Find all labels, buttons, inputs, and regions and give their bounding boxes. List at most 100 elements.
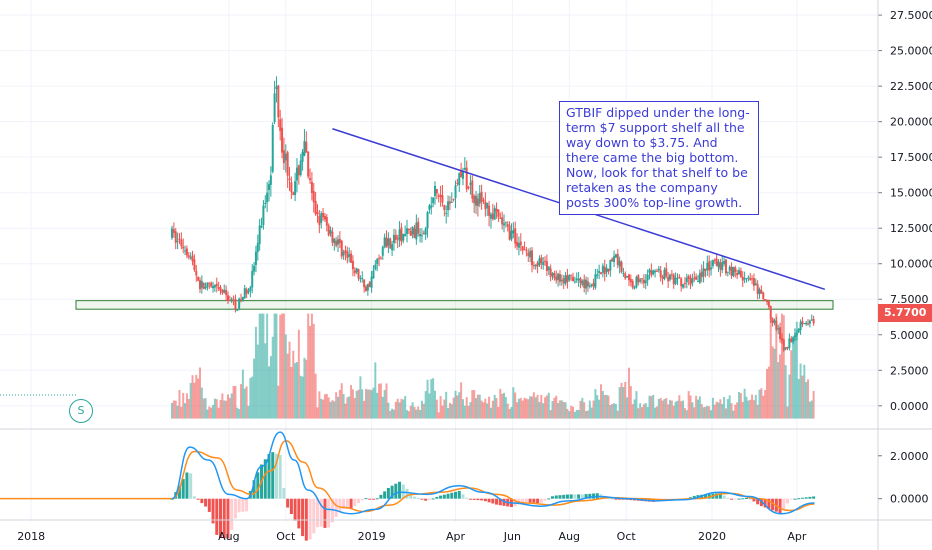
candle-body (355, 268, 358, 272)
candle-body (398, 229, 401, 241)
volume-bar (400, 398, 403, 419)
candle-body (594, 274, 597, 288)
candle-body (713, 259, 716, 261)
volume-bar (223, 400, 226, 419)
volume-bar (486, 403, 489, 419)
volume-bar (176, 405, 179, 419)
volume-bar (228, 398, 231, 419)
volume-bar (333, 401, 336, 419)
volume-bar (609, 405, 612, 419)
volume-bar (695, 395, 698, 419)
volume-bar (493, 394, 496, 419)
candle-body (618, 260, 621, 267)
y-tick-label: 10.0000 (890, 258, 932, 271)
candle-body (312, 191, 315, 203)
candle-body (476, 198, 479, 207)
volume-bar (342, 394, 345, 419)
volume-bar (669, 400, 672, 419)
candle-body (430, 205, 433, 208)
volume-bar (318, 391, 321, 419)
candle-body (544, 260, 547, 262)
volume-bar (590, 407, 593, 419)
macd-histogram-bar (256, 472, 260, 499)
candle-body (353, 270, 356, 274)
volume-bar (307, 313, 310, 419)
candle-body (655, 270, 658, 272)
macd-histogram-bar (483, 498, 487, 502)
volume-bar (366, 389, 369, 419)
x-tick-label: 2019 (358, 530, 386, 543)
candle-body (771, 318, 774, 323)
candle-body (676, 278, 679, 280)
macd-histogram-bar (808, 496, 812, 499)
volume-bar (536, 394, 539, 419)
candle-body (213, 285, 216, 288)
candle-body (644, 280, 647, 284)
macd-histogram-bar (551, 496, 555, 499)
volume-bar (598, 399, 601, 419)
volume-bar (749, 399, 752, 419)
macd-histogram-bar (789, 498, 793, 500)
candle-body (674, 277, 677, 284)
candle-body (793, 335, 796, 337)
volume-bar (635, 391, 638, 419)
candle-body (743, 278, 746, 280)
candle-body (555, 276, 558, 281)
macd-histogram-bar (800, 497, 804, 499)
macd-histogram-bar (748, 498, 752, 500)
volume-bar (424, 391, 427, 419)
volume-bar (678, 395, 681, 419)
macd-histogram-bar (439, 495, 443, 499)
macd-histogram-bar (345, 498, 349, 510)
split-marker[interactable]: S (69, 399, 93, 423)
macd-histogram-bar (767, 498, 771, 509)
candle-body (195, 270, 198, 276)
candle-body (780, 338, 783, 341)
volume-bar (253, 358, 256, 419)
volume-bar (236, 407, 239, 419)
candle-body (378, 258, 381, 260)
macd-histogram-bar (338, 498, 342, 512)
volume-bar (335, 392, 338, 419)
volume-bar (387, 402, 390, 419)
annotation-box[interactable]: GTBIF dipped under the long-term $7 supp… (559, 101, 759, 215)
volume-bar (299, 375, 302, 419)
candle-body (534, 264, 537, 267)
volume-bar (521, 400, 524, 419)
candle-body (223, 289, 226, 293)
candle-body (262, 205, 265, 225)
volume-bar (202, 398, 205, 419)
macd-histogram-bar (245, 498, 249, 512)
candle-body (488, 205, 491, 216)
candle-body (475, 195, 478, 206)
candle-body (258, 225, 261, 244)
candle-body (193, 259, 196, 271)
candle-body (642, 279, 645, 284)
candle-body (613, 256, 616, 263)
candle-body (448, 201, 451, 204)
candle-body (202, 282, 205, 290)
candle-body (622, 272, 625, 274)
volume-bar (691, 402, 694, 419)
macd-histogram-bar (409, 493, 413, 499)
x-tick-label: 2020 (698, 530, 726, 543)
macd-histogram-bar (614, 498, 618, 500)
candle-body (710, 267, 713, 270)
candle-body (189, 257, 192, 259)
macd-histogram-bar (480, 498, 484, 501)
macd-histogram-bar (487, 498, 491, 503)
volume-bar (670, 400, 673, 419)
volume-bar (538, 402, 541, 419)
volume-bar (191, 375, 194, 419)
volume-bar (786, 406, 789, 419)
candle-body (633, 287, 636, 289)
candle-body (601, 265, 604, 273)
macd-y-tick-label: 2.0000 (890, 450, 929, 463)
volume-bar (245, 386, 248, 419)
candle-body (724, 259, 727, 274)
macd-histogram-bar (282, 487, 286, 499)
y-tick-label: 20.0000 (890, 116, 932, 129)
volume-bar (491, 400, 494, 419)
volume-bar (258, 313, 261, 419)
